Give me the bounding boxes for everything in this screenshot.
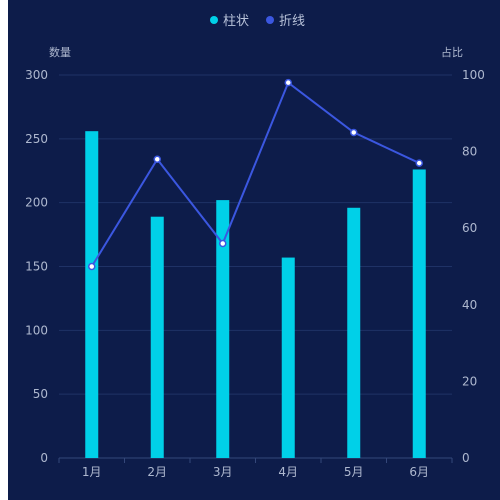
y-left-tick-label: 300 bbox=[25, 68, 48, 82]
x-axis-ticks: 1月 2月 3月 4月 5月 6月 bbox=[58, 458, 453, 479]
bar bbox=[412, 169, 426, 458]
x-tick-label: 2月 bbox=[147, 465, 167, 479]
bar bbox=[85, 131, 99, 458]
y-right-tick-label: 80 bbox=[462, 145, 477, 159]
bar bbox=[281, 257, 295, 458]
x-tick-label: 6月 bbox=[409, 465, 429, 479]
line-series bbox=[88, 78, 423, 271]
legend-label: 柱状 bbox=[223, 14, 249, 29]
y-left-tick-label: 250 bbox=[25, 132, 48, 146]
y-left-tick-label: 200 bbox=[25, 196, 48, 210]
y-left-tick-label: 150 bbox=[25, 260, 48, 274]
legend-item-1[interactable]: 折线 bbox=[266, 14, 305, 29]
legend-marker bbox=[266, 16, 274, 24]
legend-item-0[interactable]: 柱状 bbox=[210, 14, 249, 29]
grid-lines bbox=[59, 74, 452, 459]
line-point bbox=[284, 78, 292, 87]
legend[interactable]: 柱状 折线 bbox=[210, 14, 305, 29]
bar bbox=[347, 207, 361, 458]
y-right-tick-label: 0 bbox=[462, 451, 470, 465]
combo-chart: 柱状 折线 数量 占比 0 50 100 150 200 250 300 0 20 40 60 80 1… bbox=[25, 14, 485, 479]
bar-series bbox=[85, 131, 426, 458]
x-tick-label: 1月 bbox=[82, 465, 102, 479]
y-right-ticks: 0 20 40 60 80 100 bbox=[462, 68, 485, 465]
legend-marker bbox=[210, 16, 218, 24]
x-tick-label: 3月 bbox=[213, 465, 233, 479]
y-left-tick-label: 100 bbox=[25, 323, 48, 337]
y-left-tick-label: 50 bbox=[33, 387, 48, 401]
line-point bbox=[88, 262, 96, 271]
bar bbox=[150, 216, 164, 458]
y-left-ticks: 0 50 100 150 200 250 300 bbox=[25, 68, 48, 465]
line-point bbox=[219, 239, 227, 248]
y-right-tick-label: 20 bbox=[462, 374, 477, 388]
y-right-tick-label: 60 bbox=[462, 221, 477, 235]
x-tick-label: 5月 bbox=[344, 465, 364, 479]
y-left-axis-name: 数量 bbox=[49, 46, 71, 59]
line-point bbox=[415, 159, 423, 167]
line-path bbox=[90, 81, 420, 268]
legend-label: 折线 bbox=[279, 14, 305, 29]
x-tick-label: 4月 bbox=[278, 465, 298, 479]
y-right-tick-label: 100 bbox=[462, 68, 485, 82]
line-point bbox=[350, 128, 358, 137]
y-right-axis-name: 占比 bbox=[441, 45, 463, 59]
bar bbox=[216, 200, 230, 458]
chart-container: 柱状 折线 数量 占比 0 50 100 150 200 250 300 0 20 40 60 80 1… bbox=[8, 0, 500, 500]
line-point bbox=[153, 155, 161, 164]
y-right-tick-label: 40 bbox=[462, 298, 477, 312]
y-left-tick-label: 0 bbox=[40, 451, 48, 465]
